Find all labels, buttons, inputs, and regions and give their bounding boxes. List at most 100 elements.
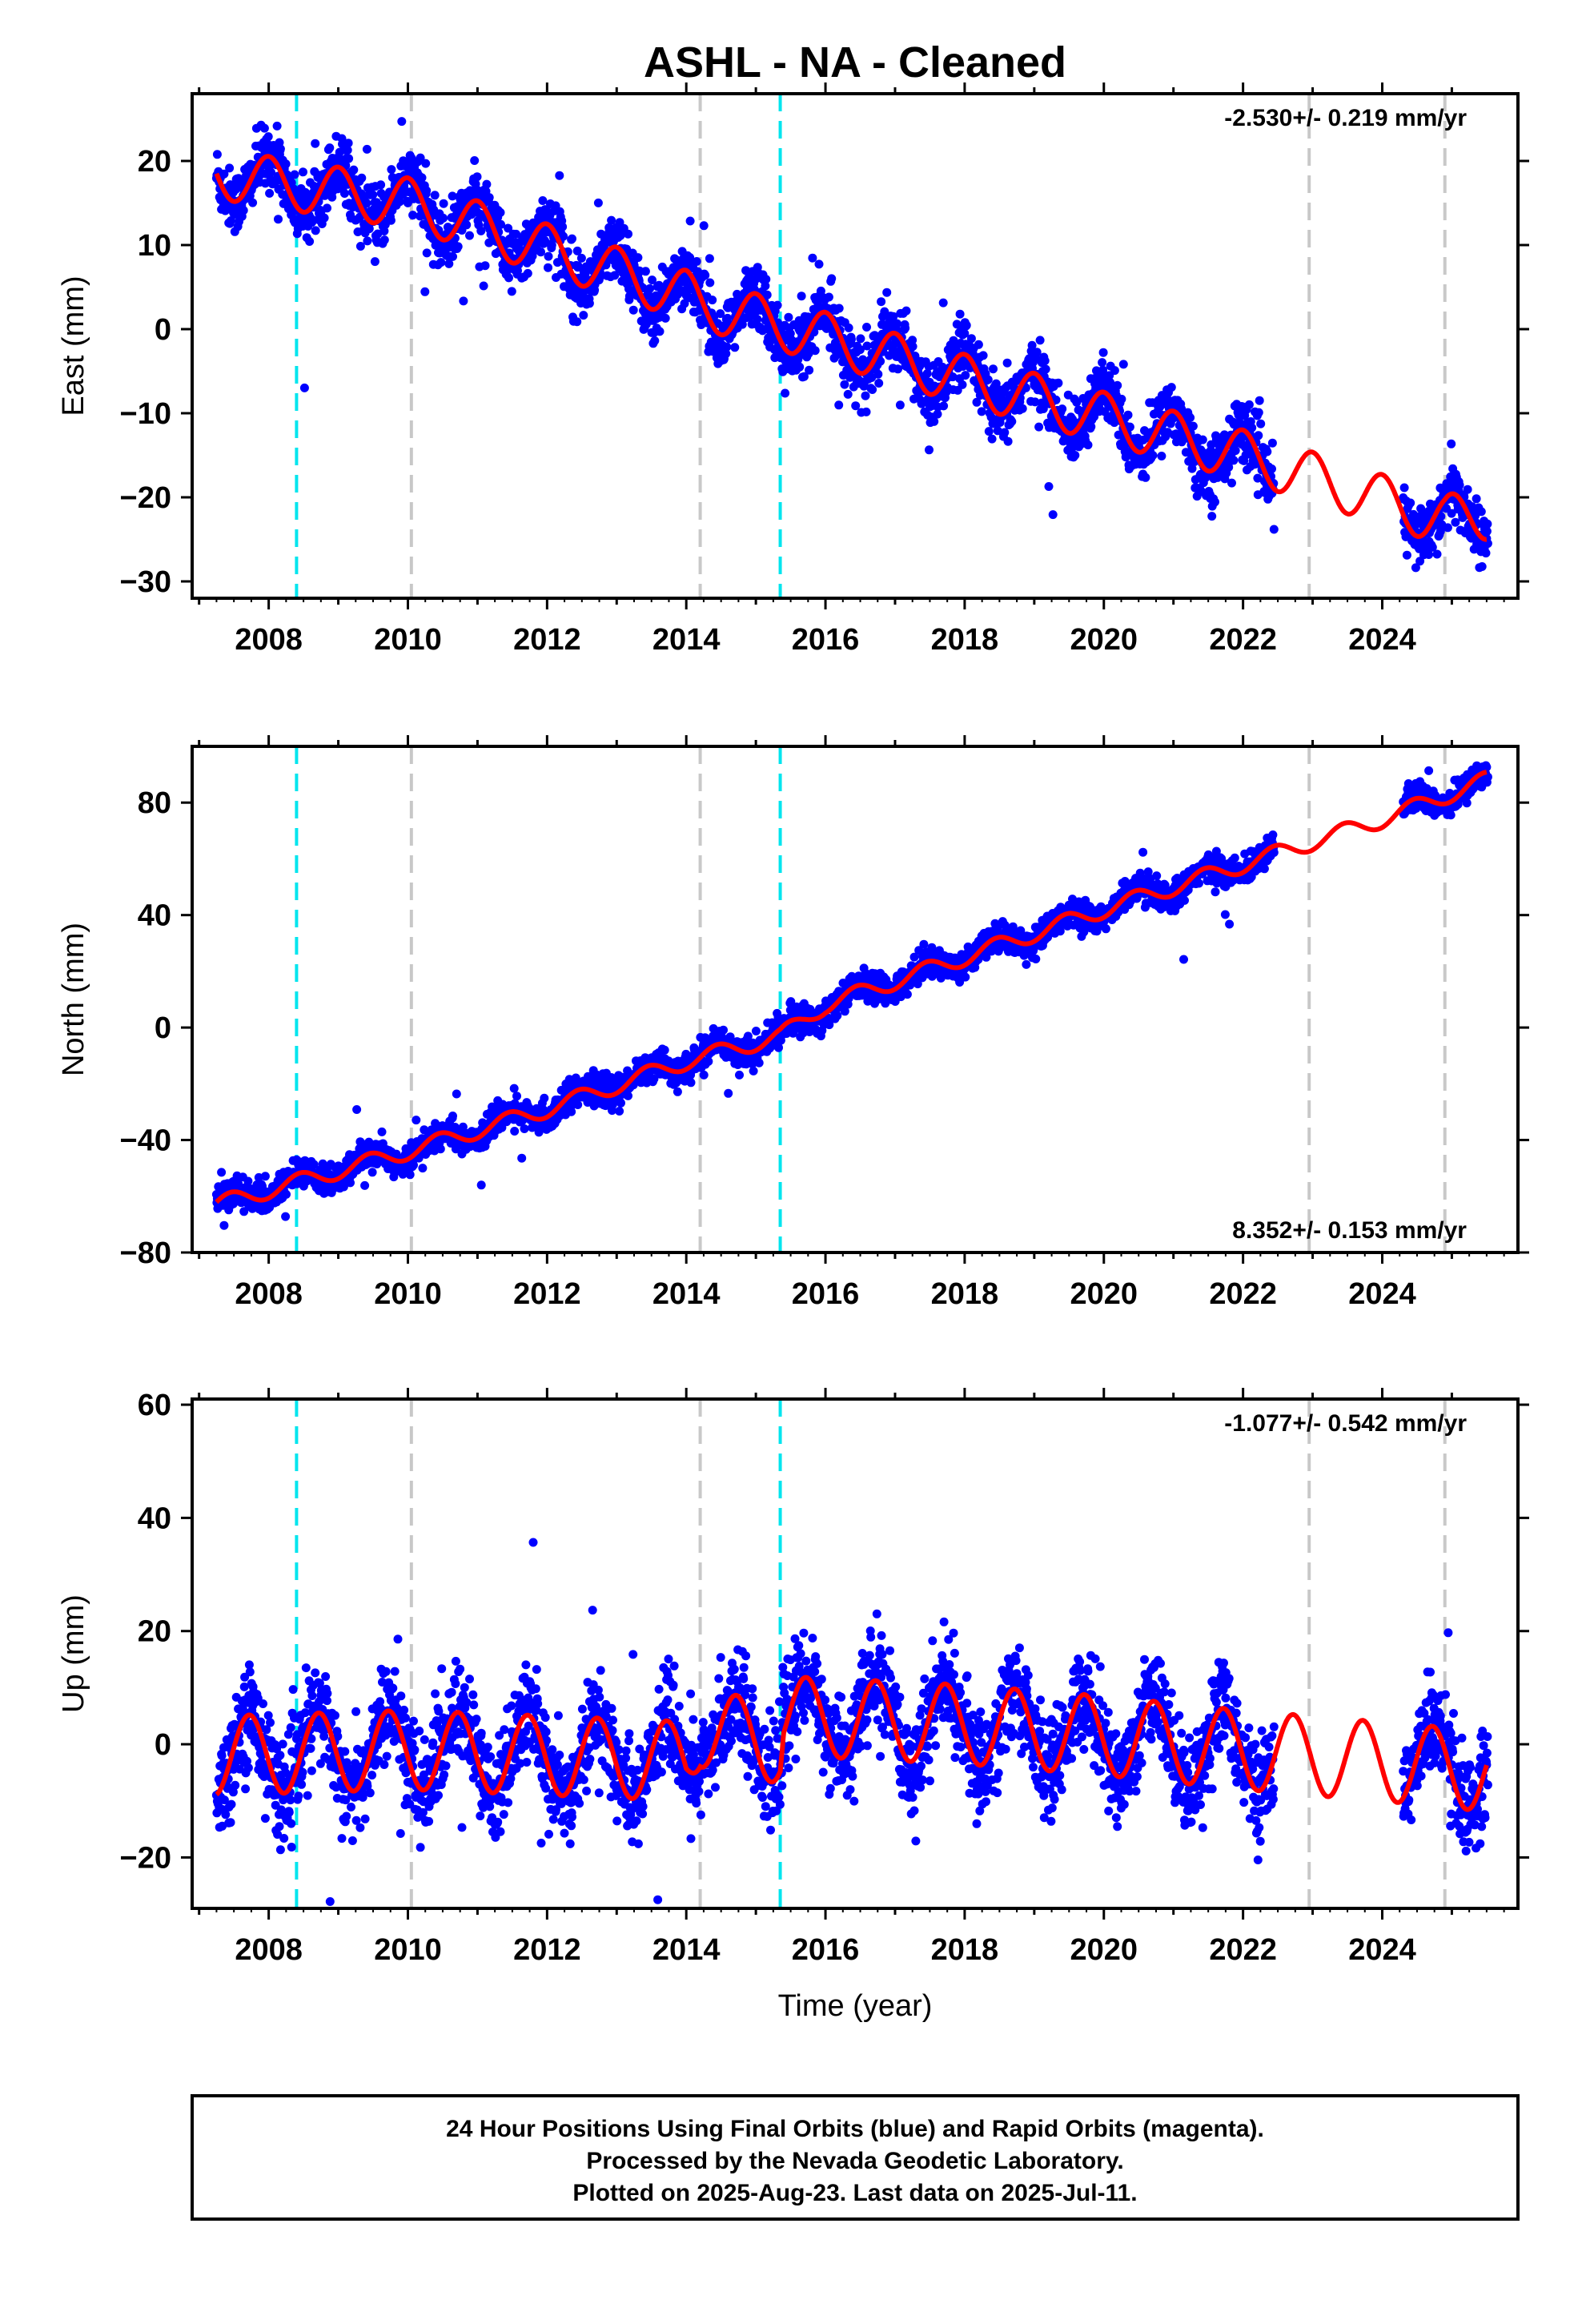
data-point bbox=[453, 242, 463, 251]
data-point bbox=[655, 327, 665, 336]
data-point bbox=[856, 334, 865, 344]
data-point bbox=[225, 163, 235, 173]
data-point bbox=[784, 312, 793, 322]
data-point bbox=[861, 391, 870, 400]
data-point bbox=[352, 1105, 362, 1114]
data-point bbox=[1117, 394, 1126, 404]
data-point bbox=[1044, 482, 1054, 491]
data-point bbox=[644, 292, 654, 300]
data-point bbox=[993, 426, 1002, 436]
data-point bbox=[1451, 517, 1460, 527]
data-point bbox=[436, 1144, 445, 1154]
data-point bbox=[1048, 510, 1058, 520]
data-point bbox=[1002, 358, 1012, 368]
data-point bbox=[476, 1180, 486, 1190]
data-point bbox=[737, 320, 747, 329]
data-point bbox=[922, 368, 932, 378]
data-point bbox=[267, 167, 275, 177]
data-point bbox=[417, 173, 427, 183]
data-point bbox=[1231, 446, 1240, 456]
data-point bbox=[1092, 366, 1101, 376]
data-point bbox=[523, 268, 532, 278]
data-point bbox=[814, 259, 824, 269]
y-tick-label: −10 bbox=[120, 397, 171, 431]
data-point bbox=[1187, 464, 1197, 473]
data-point bbox=[311, 226, 320, 235]
data-point bbox=[824, 292, 833, 302]
data-point bbox=[685, 216, 695, 226]
data-point bbox=[933, 409, 942, 419]
data-point bbox=[889, 312, 898, 321]
data-point bbox=[470, 156, 480, 165]
data-point bbox=[538, 196, 548, 205]
data-point bbox=[386, 215, 396, 225]
data-point bbox=[239, 206, 248, 215]
data-point bbox=[978, 351, 988, 360]
east-model-curve bbox=[214, 154, 1488, 542]
data-point bbox=[517, 1153, 527, 1163]
data-point bbox=[349, 165, 359, 175]
data-point bbox=[1166, 383, 1176, 392]
east-points bbox=[211, 117, 1492, 573]
data-point bbox=[1424, 550, 1434, 559]
data-point bbox=[874, 379, 884, 388]
data-point bbox=[1416, 504, 1426, 513]
data-point bbox=[624, 229, 632, 239]
data-point bbox=[422, 248, 432, 258]
data-point bbox=[263, 132, 273, 142]
data-point bbox=[808, 253, 817, 263]
data-point bbox=[730, 343, 740, 352]
data-point bbox=[901, 324, 910, 333]
data-point bbox=[439, 213, 448, 223]
data-point bbox=[282, 1189, 291, 1199]
data-point bbox=[1482, 526, 1492, 536]
data-point bbox=[275, 144, 285, 154]
data-point bbox=[420, 287, 430, 296]
data-point bbox=[509, 1084, 519, 1093]
data-point bbox=[902, 990, 912, 999]
data-point bbox=[735, 1070, 744, 1080]
data-point bbox=[876, 356, 885, 366]
data-point bbox=[797, 292, 806, 301]
data-point bbox=[1007, 416, 1017, 426]
data-point bbox=[977, 407, 986, 416]
data-point bbox=[1247, 423, 1257, 432]
data-point bbox=[1427, 542, 1437, 552]
data-point bbox=[651, 291, 661, 300]
data-point bbox=[1244, 400, 1254, 409]
data-point bbox=[1436, 512, 1446, 521]
data-point bbox=[353, 227, 363, 236]
data-point bbox=[987, 434, 997, 444]
data-point bbox=[1072, 397, 1082, 407]
data-point bbox=[893, 319, 902, 328]
x-tick-label: 2024 bbox=[1348, 623, 1416, 657]
data-point bbox=[1003, 436, 1013, 446]
data-point bbox=[397, 117, 407, 127]
data-point bbox=[607, 215, 616, 225]
data-point bbox=[1207, 440, 1216, 449]
data-point bbox=[754, 1058, 764, 1068]
data-point bbox=[616, 1098, 625, 1108]
data-point bbox=[448, 1112, 457, 1120]
north-points bbox=[211, 761, 1492, 1230]
x-tick-label: 2022 bbox=[1209, 623, 1277, 657]
data-point bbox=[1229, 456, 1239, 465]
data-point bbox=[650, 336, 660, 345]
data-point bbox=[355, 242, 365, 251]
data-point bbox=[234, 1179, 243, 1188]
data-point bbox=[958, 380, 967, 389]
data-point bbox=[938, 298, 948, 308]
east-y-axis-label: East (mm) bbox=[57, 275, 90, 416]
data-point bbox=[558, 222, 568, 231]
data-point bbox=[448, 191, 457, 201]
data-point bbox=[572, 317, 582, 327]
data-point bbox=[1477, 562, 1487, 571]
data-point bbox=[227, 216, 235, 225]
east-rate-label: -2.530+/- 0.219 mm/yr bbox=[1224, 105, 1467, 131]
x-tick-label: 2016 bbox=[792, 623, 860, 657]
data-point bbox=[421, 159, 431, 168]
data-point bbox=[363, 236, 372, 246]
data-point bbox=[343, 139, 353, 148]
data-point bbox=[212, 150, 222, 159]
x-tick-label: 2018 bbox=[931, 623, 999, 657]
